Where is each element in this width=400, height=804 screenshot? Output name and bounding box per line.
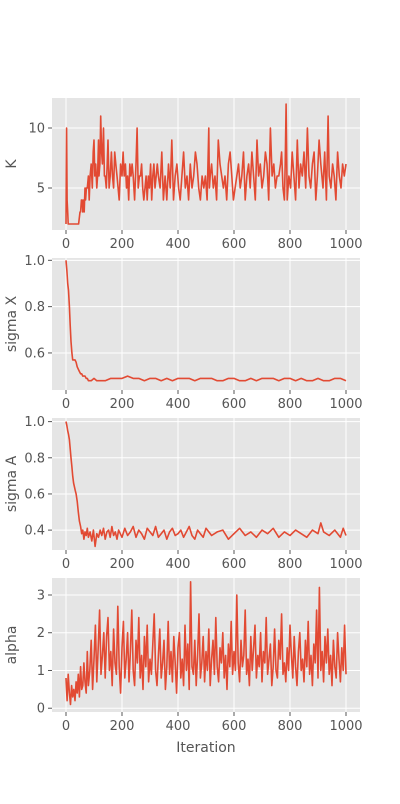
panel-4-x-tick-label-400: 400 (166, 719, 191, 734)
panel-3-x-tick-label-400: 400 (166, 557, 191, 572)
panel-4: 0 200 400 600 800 1000 0 1 2 3 alpha Iteration (4, 578, 363, 756)
panel-2: 0 200 400 600 800 1000 0.6 0.8 1.0 sigma X (4, 254, 363, 412)
panel-2-y-axis-label: sigma X (4, 295, 20, 352)
panel-3-x-tick-label-0: 0 (62, 557, 70, 572)
panel-4-x-tick-label-600: 600 (222, 719, 247, 734)
panel-3: 0 200 400 600 800 1000 0.4 0.6 0.8 1.0 sigma A (4, 415, 363, 572)
panel-3-x-tick-label-1000: 1000 (329, 557, 362, 572)
panel-2-x-tick-label-600: 600 (222, 397, 247, 412)
panel-1-x-tick-label-400: 400 (166, 237, 191, 252)
panel-4-x-tick-label-200: 200 (110, 719, 135, 734)
panel-1-trace-line (65, 103, 347, 225)
panel-4-y-tick-label-0: 0 (37, 702, 45, 717)
panel-3-x-tick-label-200: 200 (110, 557, 135, 572)
panel-1-y-axis-label: K (4, 159, 20, 169)
panel-1: 0 200 400 600 800 1000 5 10 K (4, 98, 363, 252)
panel-2-x-tick-label-800: 800 (278, 397, 303, 412)
panel-1-y-tick-label-5: 5 (37, 182, 45, 197)
panel-3-x-tick-label-600: 600 (222, 557, 247, 572)
panel-3-y-tick-label-0-6: 0.6 (24, 487, 45, 502)
panel-4-x-tick-label-1000: 1000 (329, 719, 362, 734)
panel-1-x-tick-label-600: 600 (222, 237, 247, 252)
panel-1-x-tick-label-200: 200 (110, 237, 135, 252)
panel-1-x-tick-label-800: 800 (278, 237, 303, 252)
panel-3-y-tick-label-0-8: 0.8 (24, 451, 45, 466)
panel-1-x-tick-label-1000: 1000 (329, 237, 362, 252)
panel-2-x-tick-label-400: 400 (166, 397, 191, 412)
panel-3-y-tick-label-0-4: 0.4 (24, 524, 45, 539)
panel-4-x-axis-label: Iteration (176, 740, 235, 756)
panel-2-y-tick-label-0-6: 0.6 (24, 346, 45, 361)
panel-3-y-axis-label: sigma A (4, 455, 20, 512)
panel-4-y-tick-label-1: 1 (37, 664, 45, 679)
panel-2-x-tick-label-1000: 1000 (329, 397, 362, 412)
panel-3-x-tick-label-800: 800 (278, 557, 303, 572)
panel-3-trace-line (65, 421, 347, 548)
panel-4-trace-line (65, 580, 347, 706)
panel-2-trace-line (65, 260, 347, 382)
panel-4-y-tick-label-2: 2 (37, 626, 45, 641)
panel-3-y-tick-label-1-0: 1.0 (24, 415, 45, 430)
panel-2-x-tick-label-0: 0 (62, 397, 70, 412)
panel-2-y-tick-label-1-0: 1.0 (24, 254, 45, 269)
panel-4-x-tick-label-0: 0 (62, 719, 70, 734)
panel-2-x-tick-label-200: 200 (110, 397, 135, 412)
panel-2-y-tick-label-0-8: 0.8 (24, 300, 45, 315)
panel-4-x-tick-label-800: 800 (278, 719, 303, 734)
panel-4-y-tick-label-3: 3 (37, 588, 45, 603)
panel-2-plot-background (52, 258, 360, 390)
panel-1-y-tick-label-10: 10 (28, 122, 45, 137)
panel-4-y-axis-label: alpha (4, 626, 20, 665)
panel-1-x-tick-label-0: 0 (62, 237, 70, 252)
